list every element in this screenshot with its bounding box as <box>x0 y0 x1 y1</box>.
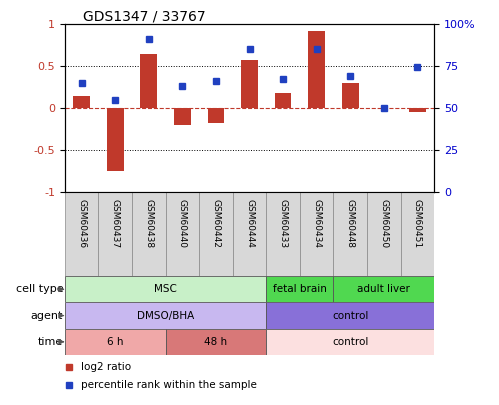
Text: 6 h: 6 h <box>107 337 123 347</box>
Bar <box>266 276 333 303</box>
Bar <box>140 54 157 108</box>
Text: percentile rank within the sample: percentile rank within the sample <box>81 380 257 390</box>
Text: GSM60433: GSM60433 <box>278 199 287 248</box>
Bar <box>107 108 124 171</box>
Text: GSM60440: GSM60440 <box>178 199 187 248</box>
Bar <box>65 192 98 276</box>
Text: control: control <box>332 311 368 321</box>
Text: log2 ratio: log2 ratio <box>81 362 132 372</box>
Bar <box>367 192 401 276</box>
Text: GSM60451: GSM60451 <box>413 199 422 248</box>
Text: cell type: cell type <box>15 284 63 294</box>
Bar <box>300 192 333 276</box>
Text: time: time <box>38 337 63 347</box>
Text: GSM60442: GSM60442 <box>212 199 221 248</box>
Text: GSM60437: GSM60437 <box>111 199 120 248</box>
Bar <box>65 276 266 303</box>
Text: agent: agent <box>31 311 63 321</box>
Text: fetal brain: fetal brain <box>273 284 327 294</box>
Bar <box>73 96 90 108</box>
Text: control: control <box>332 337 368 347</box>
Bar <box>266 329 434 355</box>
Bar <box>401 192 434 276</box>
Bar <box>208 108 225 123</box>
Bar <box>308 31 325 108</box>
Bar <box>132 192 166 276</box>
Text: adult liver: adult liver <box>357 284 410 294</box>
Bar <box>266 303 434 329</box>
Text: GSM60448: GSM60448 <box>346 199 355 248</box>
Bar <box>166 329 266 355</box>
Bar <box>199 192 233 276</box>
Bar <box>266 192 300 276</box>
Text: MSC: MSC <box>154 284 177 294</box>
Text: GSM60438: GSM60438 <box>144 199 153 248</box>
Bar <box>274 93 291 108</box>
Bar <box>65 329 166 355</box>
Bar <box>98 192 132 276</box>
Bar <box>174 108 191 125</box>
Bar <box>342 83 359 108</box>
Bar <box>333 192 367 276</box>
Text: 48 h: 48 h <box>205 337 228 347</box>
Text: DMSO/BHA: DMSO/BHA <box>137 311 194 321</box>
Text: GSM60450: GSM60450 <box>379 199 388 248</box>
Text: GSM60436: GSM60436 <box>77 199 86 248</box>
Text: GSM60444: GSM60444 <box>245 199 254 248</box>
Bar <box>241 60 258 108</box>
Bar <box>65 303 266 329</box>
Text: GSM60434: GSM60434 <box>312 199 321 248</box>
Text: GDS1347 / 33767: GDS1347 / 33767 <box>83 9 206 23</box>
Bar <box>333 276 434 303</box>
Bar <box>409 108 426 112</box>
Bar <box>233 192 266 276</box>
Bar <box>166 192 199 276</box>
